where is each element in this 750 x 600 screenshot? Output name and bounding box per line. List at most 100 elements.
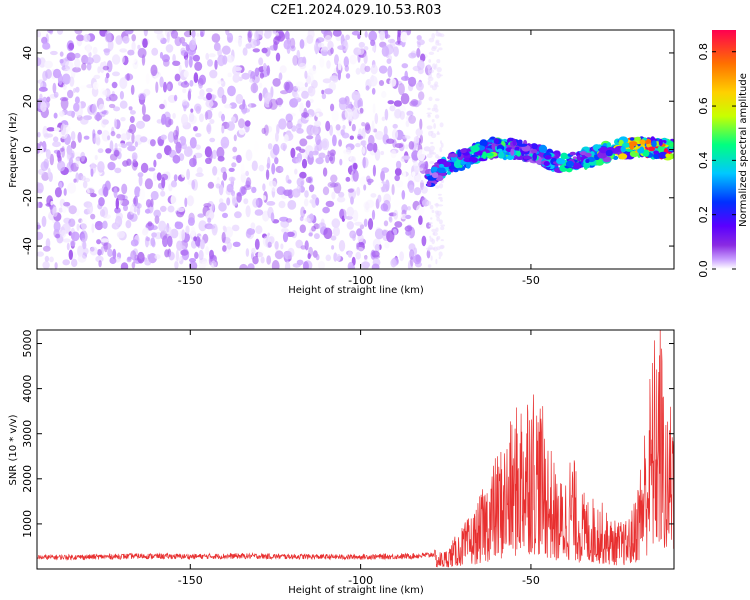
noise-blob xyxy=(345,176,351,182)
noise-blob xyxy=(145,73,150,85)
noise-blob xyxy=(418,160,426,169)
signal-blob xyxy=(460,148,467,154)
noise-blob xyxy=(415,81,424,91)
noise-blob xyxy=(50,50,58,56)
noise-blob xyxy=(438,256,441,260)
noise-blob xyxy=(435,213,441,218)
noise-blob xyxy=(367,218,374,230)
noise-blob xyxy=(209,69,218,79)
noise-blob xyxy=(299,224,306,233)
noise-blob xyxy=(214,59,218,70)
noise-blob xyxy=(349,231,356,239)
noise-blob xyxy=(189,137,197,149)
noise-blob xyxy=(205,246,210,255)
noise-blob xyxy=(167,205,175,213)
noise-blob xyxy=(61,229,67,238)
noise-blob xyxy=(428,51,435,55)
signal-blob xyxy=(426,182,432,187)
noise-blob xyxy=(363,53,368,65)
noise-blob xyxy=(90,193,97,198)
noise-blob xyxy=(108,103,116,109)
noise-blob xyxy=(355,143,361,148)
noise-blob xyxy=(144,208,151,214)
noise-blob xyxy=(163,81,167,93)
noise-blob xyxy=(142,227,149,234)
noise-blob xyxy=(53,220,61,233)
noise-blob xyxy=(401,190,406,200)
noise-blob xyxy=(327,40,334,50)
noise-blob xyxy=(367,180,372,186)
noise-blob xyxy=(401,204,408,213)
noise-blob xyxy=(319,56,325,68)
noise-blob xyxy=(335,124,341,131)
noise-blob xyxy=(287,179,292,184)
noise-blob xyxy=(394,143,404,149)
signal-blob xyxy=(620,146,626,153)
noise-blob xyxy=(295,81,304,90)
noise-blob xyxy=(252,256,259,265)
noise-blob xyxy=(241,84,248,97)
signal-blob xyxy=(436,167,446,174)
noise-blob xyxy=(296,177,305,187)
noise-blob xyxy=(119,90,124,100)
noise-blob xyxy=(155,81,159,94)
signal-blob xyxy=(491,142,496,151)
noise-blob xyxy=(406,110,414,117)
noise-blob xyxy=(408,76,417,87)
noise-blob xyxy=(350,196,354,205)
noise-blob xyxy=(102,242,112,250)
noise-blob xyxy=(156,172,162,181)
noise-blob xyxy=(224,104,232,109)
noise-blob xyxy=(37,224,42,229)
noise-blob xyxy=(172,53,176,63)
noise-blob xyxy=(431,152,437,155)
noise-blob xyxy=(432,232,436,236)
noise-blob xyxy=(284,30,290,40)
signal-blob xyxy=(538,144,548,153)
noise-blob xyxy=(331,245,335,250)
noise-blob xyxy=(280,142,288,151)
noise-blob xyxy=(92,54,101,64)
noise-blob xyxy=(83,34,91,42)
noise-blob xyxy=(392,123,398,129)
noise-blob xyxy=(323,227,333,239)
noise-blob xyxy=(388,216,392,222)
noise-blob xyxy=(352,169,359,182)
noise-blob xyxy=(232,73,240,83)
noise-blob xyxy=(440,239,444,242)
noise-blob xyxy=(165,44,174,53)
noise-blob xyxy=(346,206,355,217)
noise-blob xyxy=(332,30,342,37)
noise-blob xyxy=(150,64,158,77)
noise-blob xyxy=(228,167,235,172)
noise-blob xyxy=(114,207,121,214)
noise-blob xyxy=(153,159,157,168)
noise-blob xyxy=(345,34,350,41)
noise-blob xyxy=(103,186,109,198)
signal-blob xyxy=(517,139,523,145)
noise-blob xyxy=(315,197,320,206)
noise-blob xyxy=(37,131,41,138)
noise-blob xyxy=(45,133,54,138)
noise-blob xyxy=(312,64,317,72)
noise-blob xyxy=(411,171,416,177)
noise-blob xyxy=(98,260,102,268)
noise-blob xyxy=(436,67,442,73)
noise-blob xyxy=(113,149,120,157)
noise-blob xyxy=(137,47,147,59)
noise-blob xyxy=(356,186,361,196)
noise-blob xyxy=(426,125,433,130)
noise-blob xyxy=(107,248,113,257)
signal-blob xyxy=(630,137,635,141)
noise-blob xyxy=(292,55,299,66)
noise-blob xyxy=(322,78,332,84)
noise-blob xyxy=(304,240,309,251)
noise-blob xyxy=(182,88,187,94)
noise-blob xyxy=(40,161,49,172)
noise-blob xyxy=(141,103,146,116)
noise-blob xyxy=(388,171,396,181)
signal-blob xyxy=(543,161,550,167)
noise-blob xyxy=(76,34,85,42)
noise-blob xyxy=(131,34,136,42)
noise-blob xyxy=(122,55,129,66)
